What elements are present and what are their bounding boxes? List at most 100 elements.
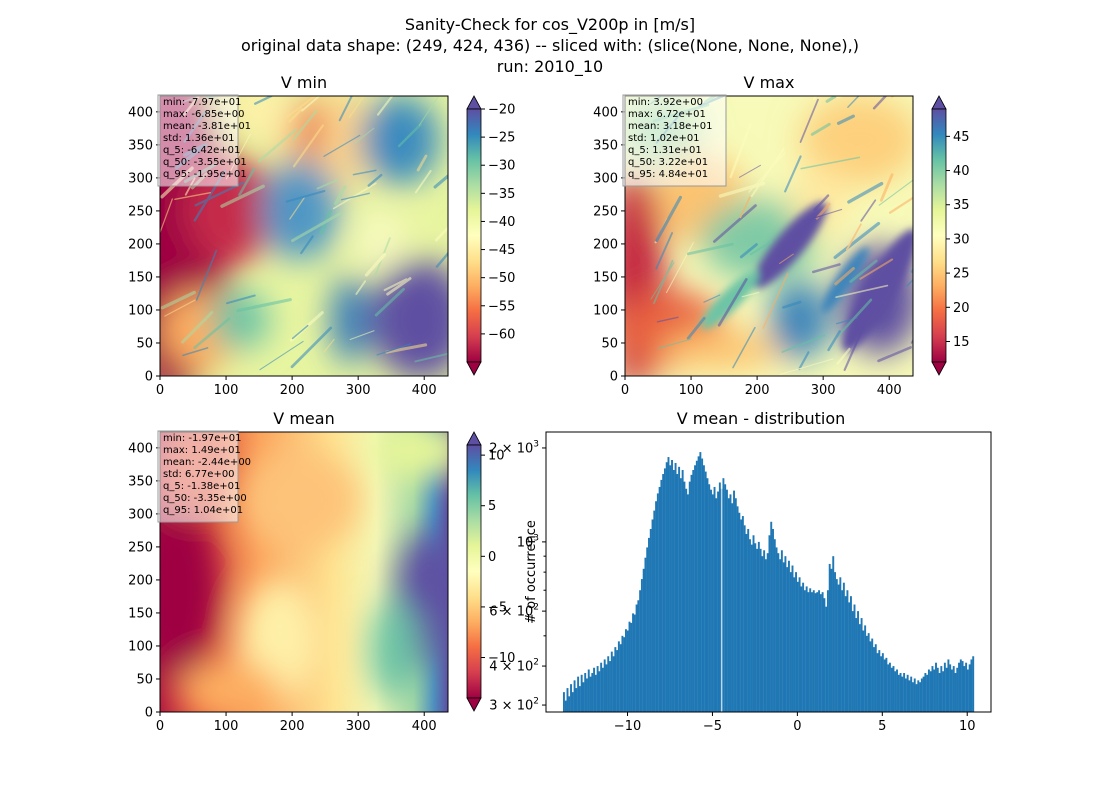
histogram-bar xyxy=(734,498,737,712)
heatmap-streak xyxy=(292,109,318,141)
histogram-bar xyxy=(573,680,576,712)
colorbar-tick-label-v-mean: 0 xyxy=(488,550,496,565)
histogram-bar xyxy=(665,462,668,712)
heatmap-streak xyxy=(348,96,365,119)
heatmap-streak xyxy=(749,240,773,256)
y-tick-label-v-min: 50 xyxy=(136,336,153,351)
histogram-bar xyxy=(924,673,927,712)
histogram-bar xyxy=(867,633,870,712)
histogram-bar xyxy=(646,547,649,712)
heatmap-streak xyxy=(833,221,881,259)
histogram-bar xyxy=(681,469,684,712)
heatmap-streak xyxy=(316,178,339,190)
histogram-bar xyxy=(873,647,875,712)
histogram-y-tick-exponent: 3 xyxy=(533,439,539,449)
histogram-bar xyxy=(679,478,682,712)
stats-line-v-min: q_50: -3.55e+01 xyxy=(163,157,247,168)
heatmap-streak xyxy=(741,291,760,298)
histogram-bar xyxy=(577,676,580,712)
heatmap-streak xyxy=(376,96,394,116)
histogram-bar xyxy=(912,682,914,712)
panel-v-mean-title: V mean xyxy=(273,409,334,428)
histogram-bar xyxy=(623,637,626,712)
y-tick-label-v-mean: 350 xyxy=(128,474,153,489)
histogram-y-tick-label: 103 xyxy=(517,533,539,550)
stats-line-v-min: std: 1.36e+01 xyxy=(163,133,235,144)
histogram-bar xyxy=(653,510,656,712)
histogram-y-tick-base: 4 × 10 xyxy=(489,660,533,675)
histogram-y-tick-exponent: 3 xyxy=(533,533,539,543)
histogram-bar xyxy=(899,673,902,712)
histogram-bar xyxy=(725,489,728,712)
stats-line-v-mean: q_5: -1.38e+01 xyxy=(163,481,240,492)
histogram-bar xyxy=(958,662,960,712)
histogram-y-tick-base: 2 × 10 xyxy=(489,441,533,456)
heatmap-streak xyxy=(657,338,692,349)
y-axis-v-min: 0 50 100 150 200 250 300 350 400 xyxy=(128,105,160,385)
histogram-bar xyxy=(660,479,663,712)
histogram-bar xyxy=(839,577,842,712)
histogram-bar xyxy=(885,657,888,712)
heatmap-streak xyxy=(686,316,706,340)
histogram-bar xyxy=(756,548,759,712)
histogram-bar xyxy=(667,457,670,712)
histogram-bar xyxy=(935,662,937,712)
histogram-bar xyxy=(943,662,946,712)
colorbar-tick-label-v-max: 20 xyxy=(953,301,970,316)
heatmap-streak xyxy=(847,96,860,108)
histogram-bar xyxy=(784,556,787,712)
y-tick-label-v-mean: 100 xyxy=(128,639,153,654)
y-tick-label-v-max: 50 xyxy=(601,336,618,351)
heatmap-streak xyxy=(815,202,831,220)
x-tick-label-v-max: 0 xyxy=(621,383,629,398)
histogram-bar xyxy=(743,525,746,712)
heatmap-streak xyxy=(687,242,734,256)
stats-line-v-min: q_5: -6.42e+01 xyxy=(163,145,240,156)
heatmap-streak xyxy=(236,298,292,313)
y-tick-label-v-min: 300 xyxy=(128,171,153,186)
histogram-bar xyxy=(791,565,794,712)
colorbar-v-mean: −10 −5 0 5 10 xyxy=(466,431,515,712)
histogram-bar xyxy=(617,641,620,712)
histogram-y-tick-label: 6 × 102 xyxy=(489,603,539,620)
histogram-bar xyxy=(678,466,681,712)
x-tick-label-v-min: 200 xyxy=(280,383,305,398)
histogram-bar xyxy=(814,593,817,712)
heatmap-streak xyxy=(835,298,873,339)
colorbar-tick-label-v-max: 30 xyxy=(953,232,970,247)
histogram-bar xyxy=(598,671,601,712)
heatmap-streak xyxy=(738,164,762,178)
histogram-bar xyxy=(926,674,929,712)
histogram-y-tick-exponent: 2 xyxy=(533,603,539,613)
heatmap-streak xyxy=(739,243,758,259)
histogram-bar xyxy=(793,577,796,712)
heatmap-streak xyxy=(836,96,845,99)
histogram-bar xyxy=(702,465,705,712)
stats-line-v-mean: max: 1.49e+01 xyxy=(163,445,241,456)
histogram-bar xyxy=(931,666,934,712)
histogram-bar xyxy=(825,606,828,712)
histogram-bar xyxy=(745,533,748,712)
panel-v-min-title: V min xyxy=(281,73,327,92)
histogram-bar xyxy=(731,503,734,712)
histogram-bar xyxy=(626,630,629,712)
heatmap-streak xyxy=(364,253,387,277)
colorbar-tick-label-v-min: −20 xyxy=(488,103,515,118)
stats-line-v-min: mean: -3.81e+01 xyxy=(163,121,251,132)
y-tick-label-v-max: 400 xyxy=(593,105,618,120)
stats-line-v-max: q_5: 1.31e+01 xyxy=(628,145,702,156)
histogram-bar xyxy=(747,528,750,712)
histogram-y-tick-label: 3 × 102 xyxy=(489,697,539,714)
colorbar-tick-label-v-min: −60 xyxy=(488,327,515,342)
histogram-bar xyxy=(690,474,693,712)
panel-v-min: V min 0 100 200 300 400 0 50 100 150 200 250 300 35… xyxy=(128,73,515,398)
heatmap-streak xyxy=(289,196,306,220)
heatmap-streak xyxy=(354,127,375,144)
histogram-bar xyxy=(582,682,585,712)
heatmap-streak xyxy=(835,284,889,298)
heatmap-streak xyxy=(291,211,342,243)
heatmap-streak xyxy=(653,259,674,305)
